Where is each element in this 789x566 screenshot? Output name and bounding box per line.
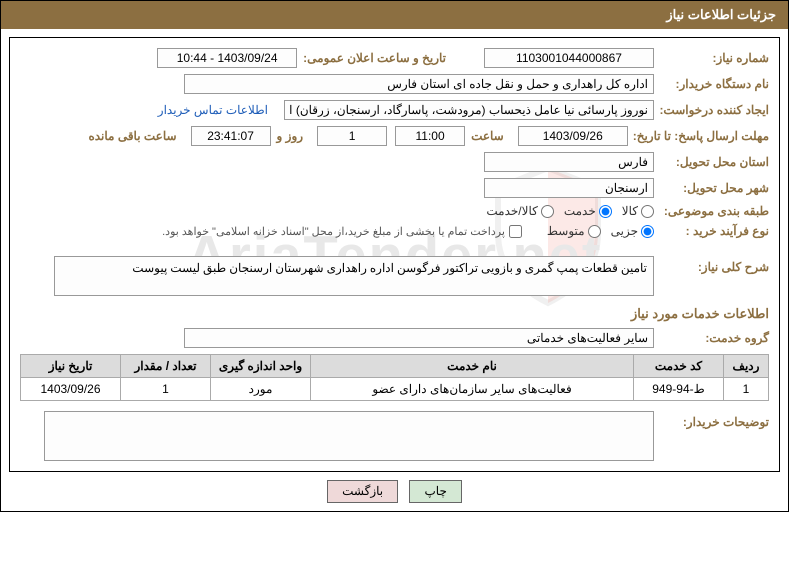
payment-note-container: پرداخت تمام یا بخشی از مبلغ خرید،از محل … <box>162 225 522 238</box>
radio-service[interactable] <box>599 205 612 218</box>
back-button[interactable]: بازگشت <box>327 480 398 503</box>
radio-goods[interactable] <box>641 205 654 218</box>
radio-medium-item[interactable]: متوسط <box>547 224 601 238</box>
col-qty: تعداد / مقدار <box>121 355 211 378</box>
row-service-group: گروه خدمت: <box>20 328 769 348</box>
row-province: استان محل تحویل: <box>20 152 769 172</box>
row-summary: شرح کلی نیاز: تامین قطعات پمپ گمری و باز… <box>20 256 769 296</box>
page-title: جزئیات اطلاعات نیاز <box>1 1 788 29</box>
category-radio-group: کالا خدمت کالا/خدمت <box>486 204 654 218</box>
remaining-time-input <box>191 126 271 146</box>
row-purchase-type: نوع فرآیند خرید : جزیی متوسط پرداخت تمام… <box>20 224 769 238</box>
col-unit: واحد اندازه گیری <box>211 355 311 378</box>
services-table: ردیف کد خدمت نام خدمت واحد اندازه گیری ت… <box>20 354 769 401</box>
col-service-name: نام خدمت <box>311 355 634 378</box>
row-requester: ایجاد کننده درخواست: اطلاعات تماس خریدار <box>20 100 769 120</box>
label-time: ساعت <box>471 129 504 143</box>
label-purchase-type: نوع فرآیند خرید : <box>654 224 769 238</box>
label-deadline: مهلت ارسال پاسخ: تا تاریخ: <box>628 129 769 143</box>
cell-row: 1 <box>724 378 769 401</box>
label-service-group: گروه خدمت: <box>654 331 769 345</box>
label-days-and: روز و <box>277 129 304 143</box>
radio-goods-label: کالا <box>622 204 638 218</box>
service-group-input <box>184 328 654 348</box>
requester-input <box>284 100 654 120</box>
cell-need-date: 1403/09/26 <box>21 378 121 401</box>
cell-qty: 1 <box>121 378 211 401</box>
label-need-number: شماره نیاز: <box>654 51 769 65</box>
contact-buyer-link[interactable]: اطلاعات تماس خریدار <box>158 103 268 117</box>
payment-note-text: پرداخت تمام یا بخشی از مبلغ خرید،از محل … <box>162 225 505 238</box>
print-button[interactable]: چاپ <box>409 480 461 503</box>
radio-goods-service[interactable] <box>541 205 554 218</box>
days-value-input <box>317 126 387 146</box>
row-city: شهر محل تحویل: <box>20 178 769 198</box>
label-summary: شرح کلی نیاز: <box>654 256 769 274</box>
buyer-notes-textarea[interactable] <box>44 411 654 461</box>
need-number-input <box>484 48 654 68</box>
deadline-time-input <box>395 126 465 146</box>
label-delivery-province: استان محل تحویل: <box>654 155 769 169</box>
summary-textarea[interactable]: تامین قطعات پمپ گمری و بازویی تراکتور فر… <box>54 256 654 296</box>
radio-service-item[interactable]: خدمت <box>564 204 612 218</box>
cell-service-code: ط-94-949 <box>634 378 724 401</box>
label-announce-date: تاریخ و ساعت اعلان عمومی: <box>303 51 446 65</box>
form-box: AriaTender.net شماره نیاز: تاریخ و ساعت … <box>9 37 780 472</box>
radio-goods-service-item[interactable]: کالا/خدمت <box>486 204 553 218</box>
label-buyer-org: نام دستگاه خریدار: <box>654 77 769 91</box>
label-category: طبقه بندی موضوعی: <box>654 204 769 218</box>
radio-goods-item[interactable]: کالا <box>622 204 654 218</box>
radio-medium[interactable] <box>588 225 601 238</box>
content-area: AriaTender.net شماره نیاز: تاریخ و ساعت … <box>1 29 788 511</box>
radio-service-label: خدمت <box>564 204 596 218</box>
radio-partial[interactable] <box>641 225 654 238</box>
col-row: ردیف <box>724 355 769 378</box>
label-requester: ایجاد کننده درخواست: <box>654 103 769 117</box>
purchase-type-radio-group: جزیی متوسط <box>547 224 654 238</box>
cell-unit: مورد <box>211 378 311 401</box>
radio-medium-label: متوسط <box>547 224 585 238</box>
announce-date-input <box>157 48 297 68</box>
main-panel: جزئیات اطلاعات نیاز AriaTender.net شماره… <box>0 0 789 512</box>
radio-partial-item[interactable]: جزیی <box>611 224 654 238</box>
label-remaining: ساعت باقی مانده <box>88 129 176 143</box>
table-row: 1 ط-94-949 فعالیت‌های سایر سازمان‌های دا… <box>21 378 769 401</box>
radio-goods-service-label: کالا/خدمت <box>486 204 537 218</box>
row-deadline: مهلت ارسال پاسخ: تا تاریخ: ساعت روز و سا… <box>20 126 769 146</box>
table-header-row: ردیف کد خدمت نام خدمت واحد اندازه گیری ت… <box>21 355 769 378</box>
label-delivery-city: شهر محل تحویل: <box>654 181 769 195</box>
cell-service-name: فعالیت‌های سایر سازمان‌های دارای عضو <box>311 378 634 401</box>
label-buyer-notes: توضیحات خریدار: <box>654 411 769 429</box>
row-need-number: شماره نیاز: تاریخ و ساعت اعلان عمومی: <box>20 48 769 68</box>
row-buyer-notes: توضیحات خریدار: <box>20 411 769 461</box>
row-category: طبقه بندی موضوعی: کالا خدمت کالا/خدمت <box>20 204 769 218</box>
col-need-date: تاریخ نیاز <box>21 355 121 378</box>
col-service-code: کد خدمت <box>634 355 724 378</box>
buyer-org-input <box>184 74 654 94</box>
delivery-province-input <box>484 152 654 172</box>
label-services-info: اطلاعات خدمات مورد نیاز <box>20 306 769 322</box>
deadline-date-input <box>518 126 628 146</box>
radio-partial-label: جزیی <box>611 224 638 238</box>
row-buyer-org: نام دستگاه خریدار: <box>20 74 769 94</box>
payment-note-checkbox[interactable] <box>509 225 522 238</box>
delivery-city-input <box>484 178 654 198</box>
button-row: چاپ بازگشت <box>9 480 780 503</box>
